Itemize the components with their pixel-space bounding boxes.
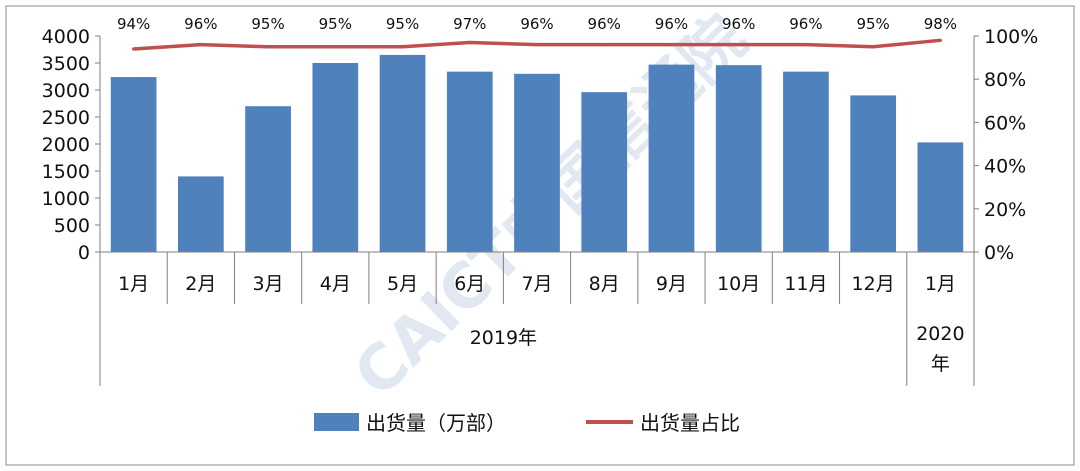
share-data-label: 94%	[117, 15, 150, 33]
bar	[648, 64, 695, 253]
share-point	[468, 40, 472, 45]
share-data-label: 95%	[251, 15, 284, 33]
x-group-label: 2020 年	[916, 323, 964, 375]
bar	[110, 77, 157, 252]
share-data-label: 96%	[789, 15, 822, 33]
share-point	[602, 43, 606, 47]
share-data-label: 96%	[184, 15, 217, 33]
share-data-label: 95%	[386, 15, 419, 33]
legend-line-label: 出货量占比	[640, 411, 740, 435]
y-left-tick-label: 2500	[42, 107, 90, 129]
x-tick-label: 12月	[852, 273, 895, 295]
y-left-tick-label: 0	[78, 242, 90, 264]
y-right-tick-label: 40%	[984, 156, 1026, 178]
share-point	[804, 43, 808, 47]
y-left-tick-label: 1500	[42, 161, 90, 183]
share-data-label: 96%	[520, 15, 553, 33]
bar	[312, 63, 359, 252]
x-tick-label: 9月	[656, 273, 687, 295]
share-point	[938, 38, 942, 42]
share-data-label: 96%	[655, 15, 688, 33]
chart-frame	[5, 5, 1075, 466]
share-point	[400, 45, 405, 49]
y-right-tick-label: 80%	[984, 69, 1026, 91]
y-left-tick-label: 3000	[42, 80, 90, 102]
x-tick-label: 1月	[925, 273, 956, 295]
x-tick-label: 11月	[784, 273, 827, 295]
x-tick-label: 8月	[589, 273, 620, 295]
bar	[581, 92, 628, 252]
y-left-tick-label: 500	[54, 215, 90, 237]
share-data-label: 96%	[722, 15, 755, 33]
x-tick-label: 4月	[320, 273, 351, 295]
bar	[850, 95, 897, 253]
y-left-tick-label: 3500	[42, 53, 90, 75]
bar	[379, 54, 426, 253]
x-tick-label: 3月	[253, 273, 284, 295]
share-data-label: 95%	[856, 15, 889, 33]
x-tick-label: 6月	[454, 273, 485, 295]
bar	[177, 176, 224, 252]
share-point	[535, 43, 539, 47]
legend-bar-label: 出货量（万部）	[366, 411, 506, 435]
x-tick-label: 1月	[118, 273, 149, 295]
legend-bar-swatch	[314, 413, 359, 431]
share-point	[737, 43, 741, 47]
bar	[715, 65, 762, 252]
share-point	[871, 45, 875, 49]
y-right-tick-label: 0%	[984, 242, 1014, 264]
share-data-label: 96%	[588, 15, 621, 33]
bar	[783, 71, 829, 252]
x-tick-label: 7月	[521, 273, 552, 295]
share-data-label: 97%	[453, 15, 486, 33]
y-left-tick-label: 4000	[42, 26, 90, 48]
x-tick-label: 5月	[387, 273, 418, 295]
bar	[446, 71, 493, 252]
y-left-tick-label: 2000	[42, 134, 90, 156]
share-point	[266, 45, 270, 49]
y-right-tick-label: 100%	[984, 26, 1038, 48]
share-point	[669, 43, 674, 47]
y-right-tick-label: 20%	[984, 199, 1026, 221]
share-point	[333, 45, 337, 49]
x-tick-label: 10月	[717, 273, 760, 295]
share-point	[199, 43, 203, 47]
y-left-tick-label: 1000	[42, 188, 90, 210]
bar	[917, 142, 964, 252]
share-data-label: 98%	[924, 15, 957, 33]
share-data-label: 95%	[319, 15, 352, 33]
y-right-tick-label: 60%	[984, 112, 1026, 134]
x-tick-label: 2月	[185, 273, 216, 295]
x-group-label: 2019年	[470, 327, 537, 349]
bar	[245, 106, 291, 252]
bar	[514, 73, 560, 252]
share-point	[132, 47, 136, 51]
